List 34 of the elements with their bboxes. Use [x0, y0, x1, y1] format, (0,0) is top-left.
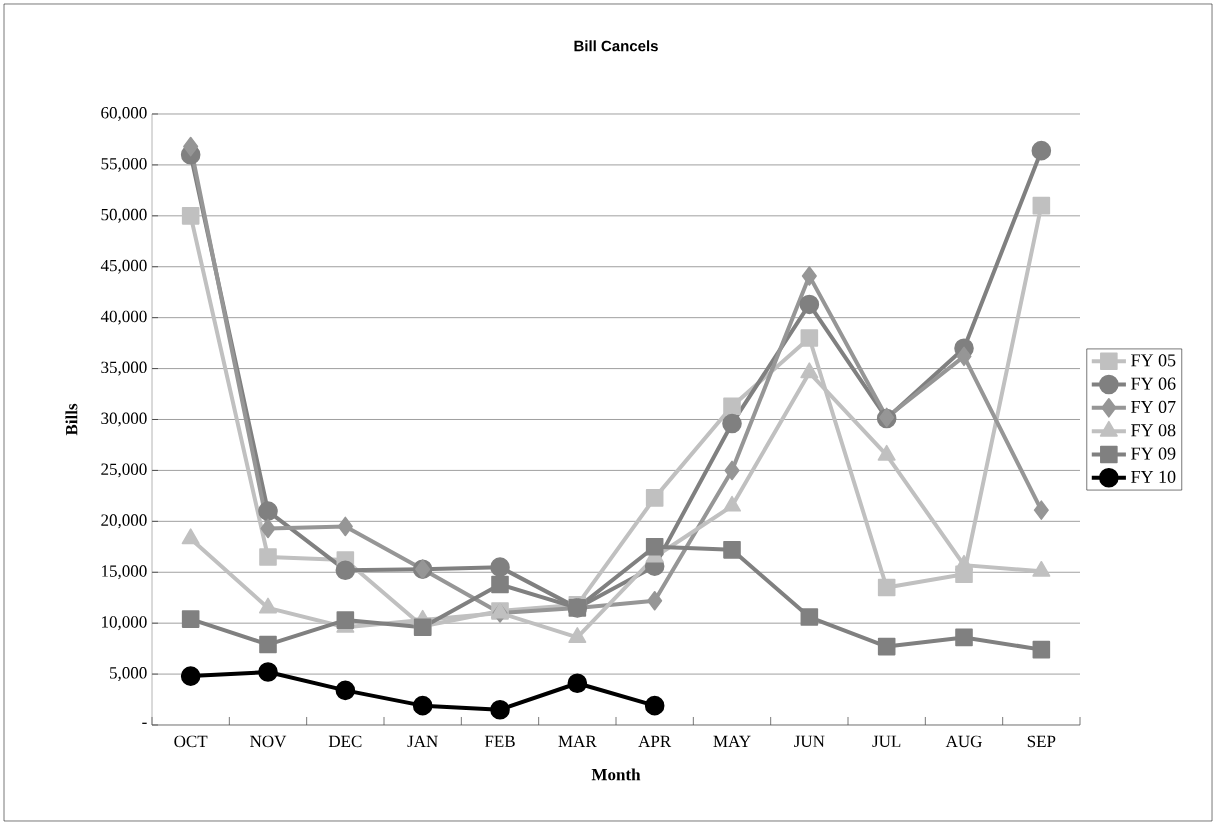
legend-label: FY 05 [1131, 354, 1176, 367]
legend-label: FY 08 [1131, 424, 1176, 437]
y-tick-label: 45,000 [100, 259, 147, 274]
y-tick-label: 50,000 [101, 208, 147, 223]
x-tick-label: SEP [1027, 735, 1056, 748]
y-tick-label: 40,000 [100, 310, 147, 325]
y-tick-label: - [142, 722, 147, 724]
legend-label: FY 10 [1131, 470, 1176, 483]
legend-label: FY 06 [1131, 377, 1176, 390]
y-axis-title: Bills [65, 403, 78, 436]
chart-title: Bill Cancels [574, 40, 658, 52]
x-tick-label: MAR [558, 735, 597, 747]
y-tick-label: 5,000 [110, 667, 147, 682]
y-tick-label: 55,000 [101, 157, 147, 172]
x-axis-title: Month [591, 768, 641, 781]
x-tick-label: DEC [328, 735, 362, 748]
y-tick-label: 20,000 [101, 514, 147, 529]
x-tick-label: APR [638, 735, 672, 747]
y-tick-label: 25,000 [101, 463, 147, 478]
x-tick-label: AUG [945, 735, 982, 748]
x-tick-label: NOV [250, 735, 287, 748]
legend-label: FY 09 [1131, 447, 1176, 460]
y-tick-label: 10,000 [102, 616, 147, 631]
y-tick-label: 30,000 [101, 412, 147, 427]
y-tick-label: 60,000 [101, 107, 147, 121]
x-tick-label: JAN [407, 735, 438, 748]
x-tick-label: OCT [174, 735, 208, 748]
x-tick-label: JUL [872, 735, 901, 748]
legend-label: FY 07 [1131, 400, 1176, 413]
x-tick-label: FEB [484, 735, 515, 747]
y-tick-label: 15,000 [102, 565, 147, 580]
x-tick-label: MAY [713, 735, 751, 747]
y-tick-label: 35,000 [101, 361, 147, 376]
x-tick-label: JUN [794, 735, 825, 748]
